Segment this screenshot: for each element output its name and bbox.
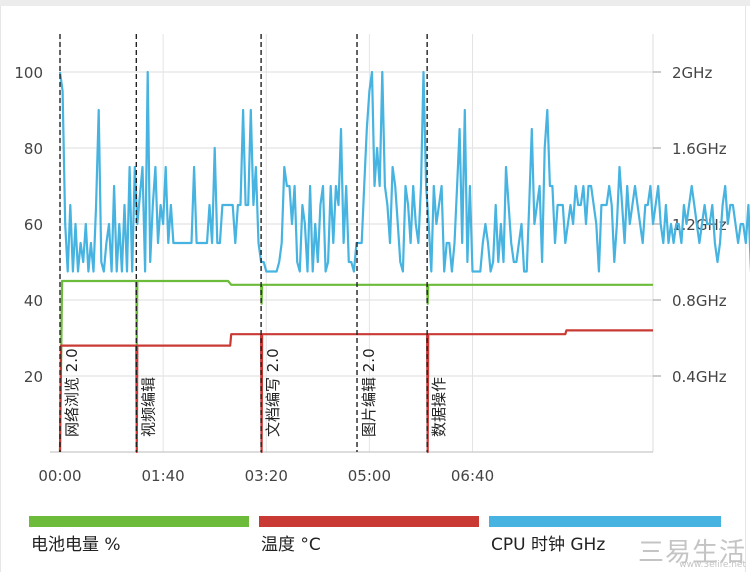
legend-item-battery: 电池电量 % [29,516,249,556]
y-right-tick-label: 0.8GHz [672,292,727,310]
legend-item-temperature: 温度 °C [259,516,479,556]
series-line [58,70,750,273]
watermark-url: www.3elife.net [679,560,746,570]
x-axis: 00:00 01:40 03:20 05:00 06:40 [38,451,653,485]
y-axis-left: 20 40 60 80 100 [14,64,43,386]
x-tick-label: 06:40 [451,467,494,485]
legend-swatch-temperature [259,516,479,527]
watermark: 三易生活 www.3elife.net [638,532,746,572]
event-marker-label: 网络浏览 2.0 [63,348,81,437]
y-left-tick-label: 40 [24,292,43,310]
top-border [0,0,750,6]
y-right-tick-label: 2GHz [672,64,712,82]
y-left-tick-label: 60 [24,216,43,234]
frame-right-line [745,6,746,572]
legend-item-cpu-clock: CPU 时钟 GHz [489,516,721,556]
x-tick-label: 03:20 [245,467,288,485]
x-tick-label: 00:00 [38,467,81,485]
event-marker-label: 文档编写 2.0 [264,348,282,437]
event-markers: 网络浏览 2.0 视频编辑 文档编写 2.0 图片编辑 2.0 数据操作 [59,34,448,452]
frame-left-line [0,6,1,572]
y-right-tick-label: 1.6GHz [672,140,727,158]
legend-label-battery: 电池电量 % [31,535,121,555]
y-left-tick-label: 80 [24,140,43,158]
y-left-tick-label: 100 [14,64,43,82]
x-tick-label: 05:00 [348,467,391,485]
event-marker-label: 图片编辑 2.0 [360,348,378,437]
event-marker-label: 数据操作 [430,377,448,437]
event-marker-label: 视频编辑 [139,377,157,437]
y-left-tick-label: 20 [24,368,43,386]
legend-label-temperature: 温度 °C [261,535,321,555]
watermark-text: 三易生活 [637,538,746,568]
x-tick-label: 01:40 [142,467,185,485]
legend-swatch-battery [29,516,249,527]
legend-swatch-cpu-clock [489,516,721,527]
legend-label-cpu-clock: CPU 时钟 GHz [491,535,606,555]
y-right-tick-label: 0.4GHz [672,368,727,386]
